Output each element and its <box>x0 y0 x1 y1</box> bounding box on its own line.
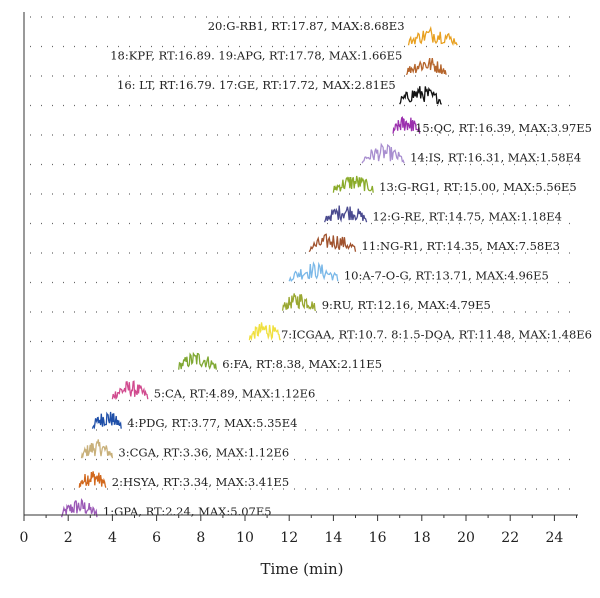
x-tick-label: 8 <box>196 530 205 546</box>
trace-label: 20:G-RB1, RT:17.87, MAX:8.68E3 <box>208 19 405 33</box>
trace-line <box>288 261 339 283</box>
chromatogram-traces <box>60 25 458 518</box>
trace-label: 5:CA, RT:4.89, MAX:1.12E6 <box>154 387 316 401</box>
trace-line <box>399 86 442 105</box>
trace-line <box>392 116 421 134</box>
trace-line <box>78 471 107 488</box>
trace-label: 15:QC, RT:16.39, MAX:3.97E5 <box>415 121 592 135</box>
trace-label: 2:HSYA, RT:3.34, MAX:3.41E5 <box>112 475 289 489</box>
trace-line <box>332 175 374 193</box>
trace-label: 16: LT, RT:16.79. 17:GE, RT:17.72, MAX:2… <box>117 78 396 92</box>
trace-line <box>60 497 98 518</box>
trace-line <box>308 233 357 253</box>
axes <box>23 12 578 516</box>
x-tick-label: 6 <box>152 530 161 546</box>
trace-label: 10:A-7-O-G, RT:13.71, MAX:4.96E5 <box>344 269 549 283</box>
trace-labels: 1:GPA, RT:2.24, MAX:5.07E5 2:HSYA, RT:3.3… <box>103 19 592 518</box>
x-tick-label: 10 <box>236 530 254 546</box>
trace-label: 7:ICGAA, RT:10.7. 8:1.5-DQA, RT:11.48, M… <box>281 328 592 342</box>
trace-label: 6:FA, RT:8.38, MAX:2.11E5 <box>222 357 382 371</box>
trace-line <box>91 411 122 430</box>
trace-line <box>178 351 217 370</box>
trace-line <box>323 205 368 223</box>
trace-line <box>405 57 447 76</box>
x-tick-label: 22 <box>501 530 519 546</box>
trace-label: 3:CGA, RT:3.36, MAX:1.12E6 <box>118 446 289 460</box>
x-tick-label: 16 <box>369 530 387 546</box>
trace-line <box>111 380 149 401</box>
x-tick-label: 0 <box>20 530 29 546</box>
trace-line <box>80 439 114 459</box>
trace-line <box>407 25 458 46</box>
trace-label: 12:G-RE, RT:14.75, MAX:1.18E4 <box>373 210 562 224</box>
x-tick-label: 24 <box>545 530 563 546</box>
trace-line <box>361 142 405 164</box>
x-tick-label: 2 <box>64 530 73 546</box>
x-tick-label: 20 <box>457 530 475 546</box>
trace-label: 14:IS, RT:16.31, MAX:1.58E4 <box>410 151 581 165</box>
trace-label: 18:KPF, RT:16.89. 19:APG, RT:17.78, MAX:… <box>110 49 402 63</box>
trace-label: 4:PDG, RT:3.77, MAX:5.35E4 <box>127 416 297 430</box>
trace-label: 13:G-RG1, RT:15.00, MAX:5.56E5 <box>379 180 577 194</box>
x-tick-label: 12 <box>280 530 298 546</box>
trace-label: 9:RU, RT:12.16, MAX:4.79E5 <box>322 298 491 312</box>
trace-line <box>248 322 281 341</box>
trace-line <box>281 293 317 312</box>
x-axis-title: Time (min) <box>260 560 343 578</box>
trace-label: 1:GPA, RT:2.24, MAX:5.07E5 <box>103 505 272 519</box>
x-tick-label: 18 <box>413 530 431 546</box>
x-tick-label: 4 <box>108 530 117 546</box>
x-tick-label: 14 <box>324 530 342 546</box>
x-axis-ticks: 0 2 4 6 8 10 12 14 16 18 20 22 24 <box>20 515 577 546</box>
trace-label: 11:NG-R1, RT:14.35, MAX:7.58E3 <box>362 239 560 253</box>
